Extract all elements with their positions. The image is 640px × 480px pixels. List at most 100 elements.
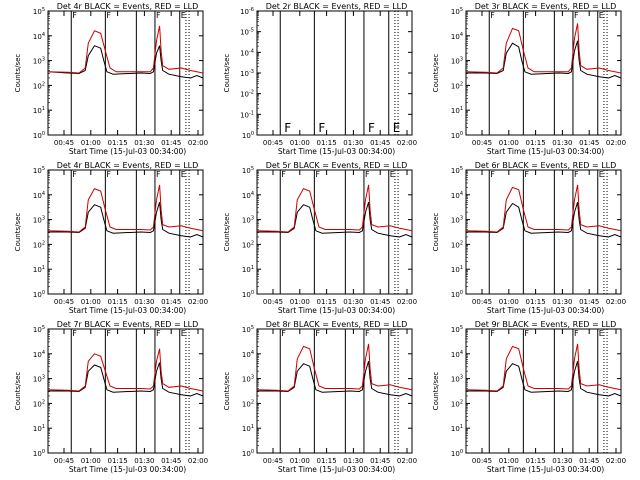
x-axis-label: Start Time (15-Jul-03 00:34:00) <box>487 306 604 315</box>
y-tick-label: 101 <box>33 106 45 115</box>
x-tick-label: 01:00 <box>81 457 101 465</box>
marker-label: F <box>368 121 375 135</box>
y-tick-label: 105 <box>451 325 463 334</box>
x-tick-label: 01:45 <box>370 139 390 147</box>
x-tick-label: 01:15 <box>526 298 546 306</box>
marker-label: F <box>72 170 77 179</box>
series-lld-line <box>465 184 622 233</box>
panel-8: Det 8r BLACK = Events, RED = LLD 100 101 10… <box>223 320 417 474</box>
panel-7: Det 7r BLACK = Events, RED = LLD 100 101 10… <box>14 320 208 474</box>
x-tick-label: 01:30 <box>343 457 363 465</box>
y-tick-label: 104 <box>451 350 463 359</box>
x-axis-label: Start Time (15-Jul-03 00:34:00) <box>487 147 604 156</box>
series-events-line <box>257 202 413 238</box>
marker-label: F <box>72 11 77 20</box>
y-tick-label: 102 <box>33 81 45 90</box>
x-tick-label: 01:15 <box>526 457 546 465</box>
x-tick-label: 01:30 <box>134 298 154 306</box>
y-tick-label: 100 <box>451 131 463 140</box>
y-tick-label: 101 <box>451 265 463 274</box>
y-tick-label: 103 <box>242 375 254 384</box>
x-tick-label: 00:45 <box>263 139 283 147</box>
panel-3: Det 3r BLACK = Events, RED = LLD 100 101 10… <box>432 2 626 156</box>
x-tick-label: 01:30 <box>343 139 363 147</box>
x-axis-label: Start Time (15-Jul-03 00:34:00) <box>278 306 395 315</box>
x-tick-label: 01:30 <box>134 139 154 147</box>
x-tick-label: 01:15 <box>108 139 128 147</box>
y-axis-label: Counts/sec <box>432 54 440 93</box>
x-tick-label: 01:30 <box>343 298 363 306</box>
x-tick-label: 01:00 <box>499 298 519 306</box>
panel-title: Det 4r BLACK = Events, RED = LLD <box>57 2 199 11</box>
x-tick-label: 00:45 <box>472 457 492 465</box>
y-tick-label: 103 <box>33 216 45 225</box>
marker-label: E <box>599 170 604 179</box>
panel-1: Det 4r BLACK = Events, RED = LLD 100 101 10… <box>14 2 208 156</box>
marker-label: F <box>365 170 370 179</box>
y-tick-label: 100 <box>451 290 463 299</box>
y-tick-label: 101 <box>451 106 463 115</box>
marker-label: F <box>281 170 286 179</box>
x-tick-label: 02:00 <box>188 457 208 465</box>
marker-label: F <box>490 329 495 338</box>
series-events-line <box>466 202 622 238</box>
panel-title: Det 6r BLACK = Events, RED = LLD <box>475 161 617 170</box>
marker-label: F <box>574 170 579 179</box>
marker-label: F <box>284 121 291 135</box>
y-axis-label: Counts/sec <box>223 372 231 411</box>
marker-label: E <box>393 121 401 135</box>
x-tick-label: 01:00 <box>81 139 101 147</box>
panel-9: Det 9r BLACK = Events, RED = LLD 100 101 10… <box>432 320 626 474</box>
y-axis-label: Counts/sec <box>432 372 440 411</box>
x-tick-label: 01:45 <box>579 457 599 465</box>
x-tick-label: 02:00 <box>397 457 417 465</box>
marker-label: E <box>599 11 604 20</box>
y-tick-label: 101 <box>33 265 45 274</box>
marker-label: F <box>106 11 111 20</box>
series-events-line <box>47 45 204 79</box>
marker-label: F <box>524 11 529 20</box>
y-tick-label: 102 <box>242 399 254 408</box>
y-tick-label: 104 <box>33 350 45 359</box>
marker-label: F <box>574 11 579 20</box>
y-tick-label: 100 <box>242 131 254 140</box>
x-tick-label: 01:30 <box>552 457 572 465</box>
y-tick-label: 101 <box>242 265 254 274</box>
x-tick-label: 00:45 <box>472 298 492 306</box>
series-events-line <box>466 40 622 79</box>
x-tick-label: 00:45 <box>263 298 283 306</box>
y-tick-label: 10-6 <box>240 7 254 16</box>
series-events-line <box>48 362 204 397</box>
marker-label: E <box>599 329 604 338</box>
x-tick-label: 01:15 <box>317 139 337 147</box>
y-tick-label: 101 <box>33 424 45 433</box>
x-tick-label: 01:30 <box>134 457 154 465</box>
panel-6: Det 6r BLACK = Events, RED = LLD 100 101 10… <box>432 161 626 315</box>
y-tick-label: 10-2 <box>240 90 254 99</box>
y-tick-label: 100 <box>33 290 45 299</box>
x-tick-label: 01:45 <box>161 457 181 465</box>
series-lld-line <box>256 184 413 233</box>
y-tick-label: 102 <box>451 399 463 408</box>
y-tick-label: 103 <box>33 375 45 384</box>
x-axis-label: Start Time (15-Jul-03 00:34:00) <box>487 465 604 474</box>
y-tick-label: 100 <box>33 449 45 458</box>
y-tick-label: 105 <box>242 325 254 334</box>
x-tick-label: 00:45 <box>54 139 74 147</box>
x-tick-label: 02:00 <box>606 298 626 306</box>
x-tick-label: 01:45 <box>370 457 390 465</box>
panel-5: Det 5r BLACK = Events, RED = LLD 100 101 10… <box>223 161 417 315</box>
panel-title: Det 7r BLACK = Events, RED = LLD <box>57 320 199 329</box>
y-axis-label: Counts/sec <box>14 213 22 252</box>
x-tick-label: 00:45 <box>54 457 74 465</box>
marker-label: F <box>318 121 325 135</box>
x-tick-label: 00:45 <box>54 298 74 306</box>
y-tick-label: 105 <box>451 7 463 16</box>
x-tick-label: 01:00 <box>81 298 101 306</box>
x-tick-label: 01:30 <box>552 139 572 147</box>
panel-title: Det 3r BLACK = Events, RED = LLD <box>475 2 617 11</box>
y-tick-label: 105 <box>451 166 463 175</box>
y-tick-label: 105 <box>33 166 45 175</box>
x-axis-label: Start Time (15-Jul-03 00:34:00) <box>69 306 186 315</box>
